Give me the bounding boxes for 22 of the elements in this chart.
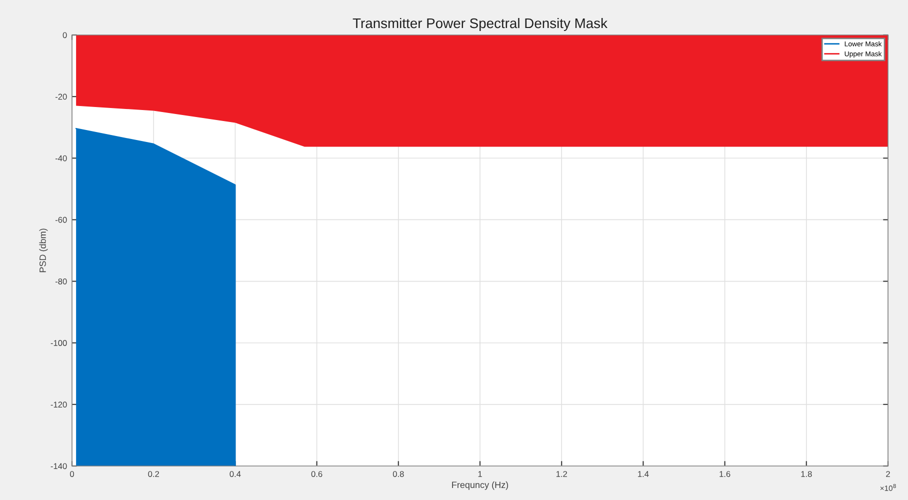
x-tick-label: 2 — [886, 471, 890, 477]
y-tick-label: -120 — [50, 402, 67, 408]
x-axis-title: Frequncy (Hz) — [452, 481, 508, 490]
y-tick-label: -140 — [50, 463, 67, 470]
x-tick-label: 0.4 — [230, 471, 241, 477]
y-tick-label: -80 — [55, 278, 67, 284]
x-tick-label: 1.8 — [801, 471, 812, 477]
x-tick-label: 1.4 — [638, 471, 649, 477]
y-tick-label: 0 — [62, 32, 67, 38]
x-tick-label: 0.6 — [311, 471, 322, 477]
x-tick-label: 0.2 — [148, 471, 159, 477]
x-tick-label: 0 — [70, 471, 74, 477]
y-tick-label: -40 — [55, 155, 67, 162]
y-tick-label: -20 — [55, 94, 67, 100]
y-tick-label: -60 — [55, 216, 67, 223]
chart-title: Transmitter Power Spectral Density Mask — [352, 18, 608, 31]
x-tick-label: 1.6 — [720, 471, 730, 477]
x-tick-label: 1 — [478, 471, 482, 477]
x-tick-label: 0.8 — [392, 471, 404, 477]
x-tick-label: 1.2 — [556, 471, 567, 477]
y-axis-title: PSD (dbm) — [39, 228, 48, 272]
y-tick-label: -100 — [50, 340, 67, 346]
